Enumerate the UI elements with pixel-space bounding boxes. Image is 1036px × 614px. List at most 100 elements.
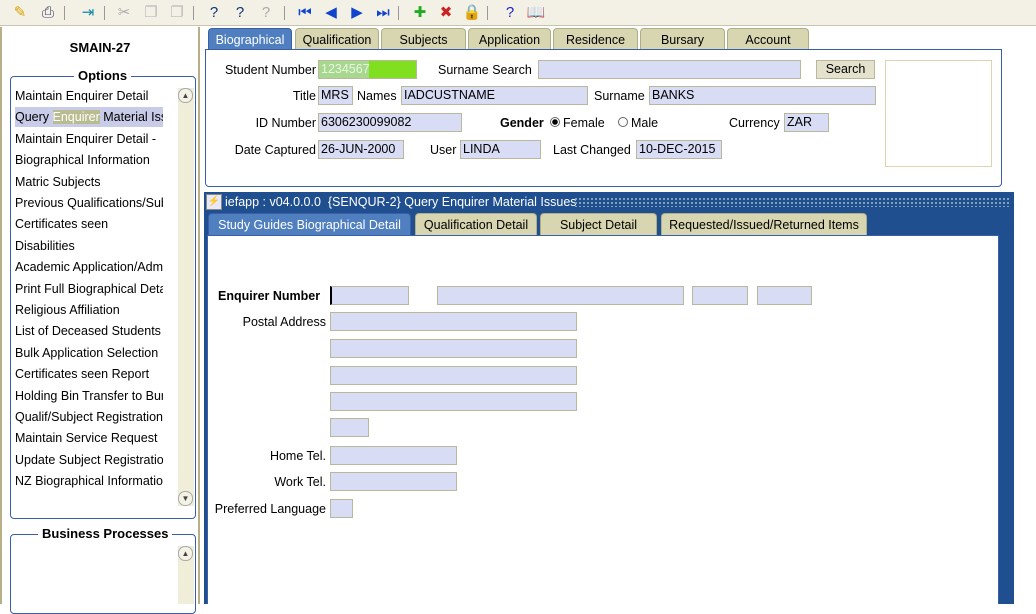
title-label: Title (292, 89, 316, 103)
first-record-icon[interactable]: ⏮ (298, 4, 312, 21)
user-field[interactable]: LINDA (460, 140, 541, 159)
inner-tab-1[interactable]: Study Guides Biographical Detail (208, 213, 411, 235)
inner-tab-3[interactable]: Subject Detail (540, 213, 657, 235)
enquirer-number-label: Enquirer Number (218, 289, 321, 303)
option-item[interactable]: List of Deceased Students (15, 324, 161, 339)
option-item[interactable]: Bulk Application Selection (15, 345, 159, 360)
option-item[interactable]: Holding Bin Transfer to Bursary (15, 388, 163, 403)
option-item[interactable]: Print Full Biographical Detail (15, 281, 163, 296)
option-item[interactable]: Query Enquirer Material Issues (15, 107, 163, 128)
option-item[interactable]: Religious Affiliation (15, 303, 120, 317)
tab-account[interactable]: Account (727, 28, 809, 50)
inner-tab-4[interactable]: Requested/Issued/Returned Items (661, 213, 867, 235)
print-icon[interactable]: ⎙ (41, 4, 54, 21)
postal-address-label: Postal Address (242, 315, 326, 329)
surname-search-label: Surname Search (438, 63, 532, 77)
option-item[interactable]: Update Subject Registration (15, 452, 163, 467)
home-tel-label: Home Tel. (269, 449, 326, 463)
male-label[interactable]: Male (631, 116, 659, 130)
business-processes-group (10, 534, 196, 614)
lock-record-icon[interactable]: 🔒 (462, 4, 482, 21)
enquirer-field-4[interactable] (757, 286, 812, 305)
cancel-query-icon[interactable]: ? (261, 4, 271, 21)
scroll-up-icon[interactable]: ▲ (178, 546, 193, 561)
option-item[interactable]: Academic Application/Admission (15, 260, 163, 275)
currency-label: Currency (729, 116, 780, 130)
tab-application[interactable]: Application (468, 28, 551, 50)
toolbar: ✎ ⎙ ⇥ ✂ ❐ ❐??? ⏮ ◀ ▶ ⏭ ✚ ✖ 🔒? 📖 (0, 0, 1036, 26)
options-title: Options (74, 68, 132, 83)
tab-bursary[interactable]: Bursary (640, 28, 725, 50)
option-item[interactable]: Maintain Service Request (15, 431, 158, 446)
user-label: User (430, 143, 457, 157)
business-processes-title: Business Processes (38, 526, 173, 541)
search-button[interactable]: Search (816, 60, 875, 79)
inner-tab-2[interactable]: Qualification Detail (415, 213, 537, 235)
tab-qualification[interactable]: Qualification (295, 28, 379, 50)
home-tel-field[interactable] (330, 446, 457, 465)
tab-residence[interactable]: Residence (553, 28, 638, 50)
female-label[interactable]: Female (563, 116, 605, 130)
student-number-field[interactable]: 1234567 (318, 60, 417, 79)
postal-address-line-1[interactable] (330, 312, 577, 331)
preferred-language-field[interactable] (330, 499, 353, 518)
options-scrollbar[interactable]: ▲ ▼ (178, 88, 194, 506)
gender-label: Gender (500, 116, 544, 130)
previous-record-icon[interactable]: ◀ (325, 4, 337, 21)
date-captured-label: Date Captured (234, 143, 316, 157)
scroll-down-icon[interactable]: ▼ (178, 491, 193, 506)
tab-biographical[interactable]: Biographical (208, 28, 292, 50)
business-scrollbar[interactable]: ▲ (178, 546, 194, 604)
last-record-icon[interactable]: ⏭ (376, 4, 390, 21)
option-item[interactable]: Biographical Information (15, 153, 150, 168)
option-item[interactable]: Matric Subjects (15, 174, 101, 189)
option-item[interactable]: Maintain Enquirer Detail (15, 89, 149, 103)
id-number-field[interactable]: 6306230099082 (318, 113, 462, 132)
postal-address-line-3[interactable] (330, 366, 577, 385)
enquirer-field-3[interactable] (692, 286, 748, 305)
postal-address-line-4[interactable] (330, 392, 577, 411)
surname-search-field[interactable] (538, 60, 801, 79)
save-icon[interactable]: ✎ (13, 4, 27, 21)
tab-subjects[interactable]: Subjects (381, 28, 466, 50)
title-bar-grip[interactable] (574, 197, 1010, 207)
title-field[interactable]: MRS (318, 86, 353, 105)
names-field[interactable]: IADCUSTNAME (401, 86, 588, 105)
app-window-icon: ⚡ (206, 194, 222, 210)
option-item[interactable]: Certificates seen Report (15, 367, 150, 382)
toolbar-separator (398, 6, 399, 20)
enquirer-number-field[interactable] (330, 286, 409, 305)
option-item[interactable]: Disabilities (15, 238, 75, 253)
help-icon[interactable]: ? (505, 4, 515, 21)
postal-code-field[interactable] (330, 418, 369, 437)
date-captured-field[interactable]: 26-JUN-2000 (318, 140, 404, 159)
exit-icon[interactable]: ⇥ (81, 4, 95, 21)
postal-address-line-2[interactable] (330, 339, 577, 358)
insert-record-icon[interactable]: ✚ (413, 4, 427, 21)
surname-field[interactable]: BANKS (649, 86, 876, 105)
option-item[interactable]: NZ Biographical Information (15, 474, 163, 489)
next-record-icon[interactable]: ▶ (351, 4, 363, 21)
option-item[interactable]: Previous Qualifications/Subjects (15, 196, 163, 210)
delete-record-icon[interactable]: ✖ (439, 4, 453, 21)
last-changed-label: Last Changed (553, 143, 631, 157)
option-item[interactable]: Maintain Enquirer Detail - (15, 131, 157, 146)
book-icon[interactable]: 📖 (526, 4, 546, 21)
toolbar-separator (104, 6, 105, 20)
copy-icon[interactable]: ❐ (144, 4, 158, 21)
currency-field[interactable]: ZAR (784, 113, 829, 132)
option-item[interactable]: Qualif/Subject Registration (15, 410, 163, 424)
paste-icon[interactable]: ❐ (170, 4, 184, 21)
preferred-language-label: Preferred Language (214, 502, 326, 516)
work-tel-label: Work Tel. (274, 475, 326, 489)
enquirer-name-field[interactable] (437, 286, 684, 305)
option-item[interactable]: Certificates seen (15, 217, 109, 232)
query-icon[interactable]: ? (209, 4, 219, 21)
last-changed-field[interactable]: 10-DEC-2015 (636, 140, 722, 159)
work-tel-field[interactable] (330, 472, 457, 491)
male-radio[interactable] (618, 117, 628, 127)
cut-icon[interactable]: ✂ (117, 4, 131, 21)
scroll-up-icon[interactable]: ▲ (178, 88, 193, 103)
execute-query-icon[interactable]: ? (235, 4, 245, 21)
female-radio[interactable] (550, 117, 560, 127)
